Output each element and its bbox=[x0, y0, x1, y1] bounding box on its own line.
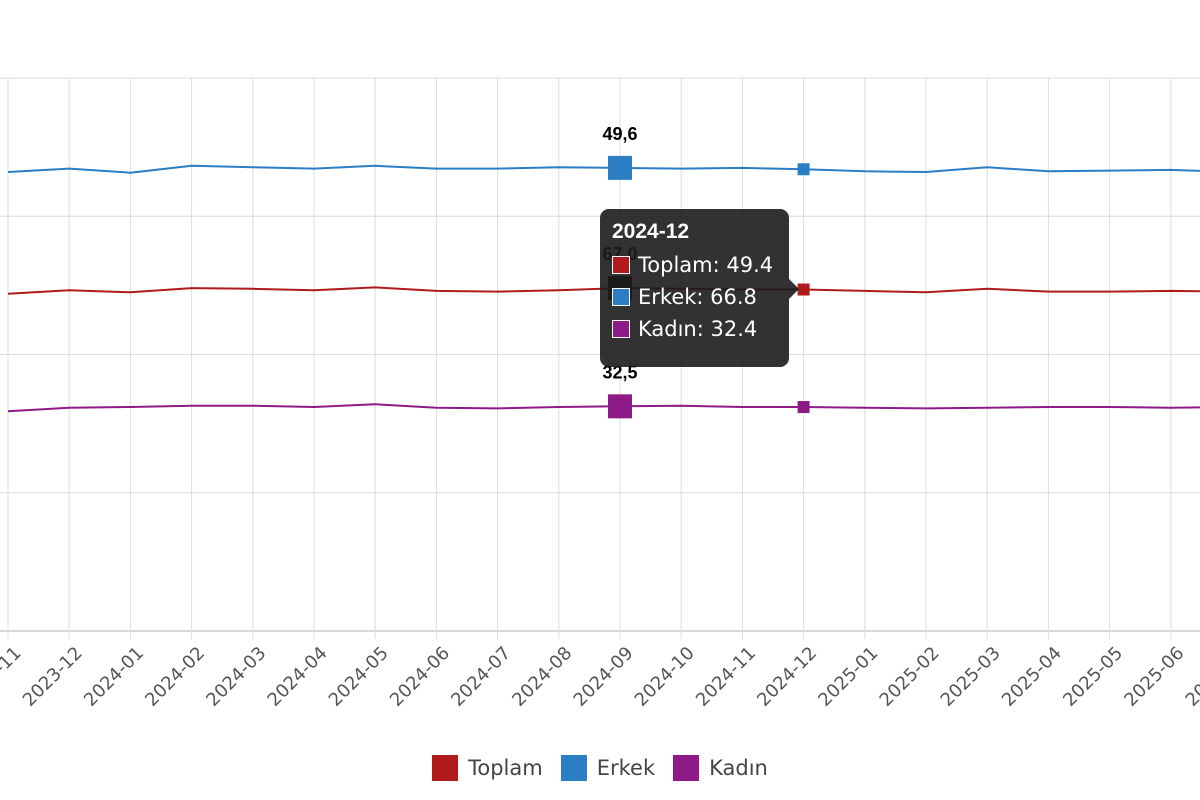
x-tick-label: 2024-05 bbox=[325, 643, 393, 711]
x-axis-tick-labels: 2023-112023-122024-012024-022024-032024-… bbox=[0, 643, 1200, 711]
x-tick-label: 2024-12 bbox=[753, 643, 821, 711]
series-line-kadin bbox=[7, 403, 1200, 413]
tooltip-swatch-erkek bbox=[612, 288, 630, 306]
hover-marker-erkek bbox=[797, 163, 810, 176]
tooltip-value-erkek: Erkek: 66.8 bbox=[638, 285, 757, 309]
highlight-marker-erkek bbox=[608, 155, 632, 180]
legend-item-kadin[interactable]: Kadın bbox=[673, 755, 768, 781]
x-tick-label: 2025-03 bbox=[937, 643, 1005, 711]
x-tick-label: 2023-11 bbox=[0, 643, 26, 711]
x-tick-label: 2024-11 bbox=[692, 643, 760, 711]
x-tick-label: 2024-09 bbox=[570, 643, 638, 711]
series-line-erkek bbox=[7, 164, 1200, 174]
tooltip-title: 2024-12 bbox=[612, 220, 690, 243]
x-tick-label: 2025-04 bbox=[998, 643, 1066, 711]
legend-swatch-kadin bbox=[673, 755, 700, 781]
legend-item-toplam[interactable]: Toplam bbox=[432, 755, 543, 781]
legend-swatch-erkek bbox=[560, 755, 587, 781]
legend-label-kadin: Kadın bbox=[709, 756, 768, 780]
x-tick-label: 2024-02 bbox=[141, 643, 209, 711]
hover-marker-kadin bbox=[797, 401, 810, 414]
x-tick-label: 2025-01 bbox=[814, 643, 882, 711]
tooltip-swatch-kadin bbox=[612, 320, 630, 338]
legend-label-erkek: Erkek bbox=[596, 756, 656, 780]
legend: Toplam Erkek Kadın bbox=[0, 750, 1200, 786]
x-tick-label: 2024-03 bbox=[202, 643, 270, 711]
x-tick-label: 2025-05 bbox=[1059, 643, 1127, 711]
x-tick-label: 2024-06 bbox=[386, 643, 454, 711]
tooltip-value-kadin: Kadın: 32.4 bbox=[638, 317, 758, 341]
x-tick-label: 2025-02 bbox=[876, 643, 944, 711]
tooltip-value-toplam: Toplam: 49.4 bbox=[638, 253, 774, 277]
x-tick-label: 2024-08 bbox=[508, 643, 576, 711]
hover-marker-toplam bbox=[797, 283, 810, 296]
legend-item-erkek[interactable]: Erkek bbox=[560, 755, 656, 781]
tooltip-row-kadin: Kadın: 32.4 bbox=[612, 313, 777, 345]
x-tick-label: 2024-01 bbox=[80, 643, 148, 711]
highlight-marker-kadin bbox=[608, 394, 632, 419]
x-tick-label: 2024-04 bbox=[264, 643, 332, 711]
legend-label-toplam: Toplam bbox=[468, 756, 543, 780]
tooltip-swatch-toplam bbox=[612, 256, 630, 274]
point-label-erkek: 49,6 bbox=[602, 124, 637, 144]
tooltip-caret bbox=[789, 279, 799, 299]
tooltip: 2024-12 Toplam: 49.4 Erkek: 66.8 Kadın: … bbox=[600, 209, 789, 367]
x-tick-label: 2024-07 bbox=[447, 643, 515, 711]
tooltip-row-erkek: Erkek: 66.8 bbox=[612, 281, 777, 313]
legend-swatch-toplam bbox=[432, 755, 459, 781]
point-label-kadin: 32,5 bbox=[602, 362, 637, 382]
x-tick-label: 2025-06 bbox=[1120, 643, 1188, 711]
x-tick-label: 2023-12 bbox=[19, 643, 87, 711]
tooltip-row-toplam: Toplam: 49.4 bbox=[612, 249, 777, 281]
x-tick-label: 2025-07 bbox=[1182, 643, 1200, 711]
x-tick-label: 2024-10 bbox=[631, 643, 699, 711]
